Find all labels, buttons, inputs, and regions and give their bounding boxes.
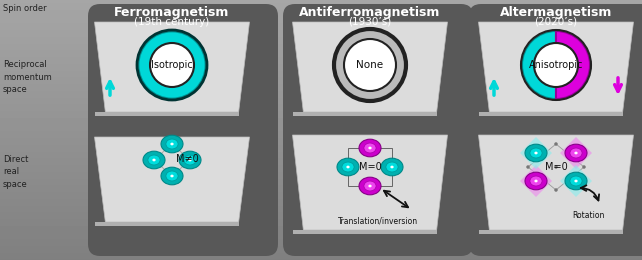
Ellipse shape	[526, 165, 530, 169]
Ellipse shape	[381, 158, 403, 176]
Ellipse shape	[188, 159, 192, 161]
Ellipse shape	[369, 147, 372, 150]
Ellipse shape	[390, 166, 394, 168]
Text: Translation/inversion: Translation/inversion	[338, 217, 418, 226]
Ellipse shape	[369, 185, 372, 187]
Text: M=0: M=0	[544, 162, 568, 172]
Text: (2020’s): (2020’s)	[534, 17, 578, 27]
Polygon shape	[478, 112, 623, 116]
Text: Direct
real
space: Direct real space	[3, 155, 28, 189]
Ellipse shape	[166, 171, 178, 181]
Ellipse shape	[565, 172, 587, 190]
Text: Antiferromagnetism: Antiferromagnetism	[299, 6, 440, 19]
Polygon shape	[94, 137, 250, 222]
FancyBboxPatch shape	[469, 4, 642, 256]
Ellipse shape	[554, 165, 558, 169]
Text: Spin order: Spin order	[3, 4, 47, 13]
Ellipse shape	[554, 142, 558, 146]
Polygon shape	[94, 112, 239, 116]
Ellipse shape	[148, 155, 160, 165]
Polygon shape	[520, 137, 552, 169]
Polygon shape	[560, 137, 592, 169]
Ellipse shape	[359, 139, 381, 157]
Ellipse shape	[346, 166, 350, 168]
Ellipse shape	[170, 143, 173, 145]
Ellipse shape	[575, 152, 578, 154]
Ellipse shape	[161, 167, 183, 185]
Ellipse shape	[582, 165, 586, 169]
Text: Rotation: Rotation	[572, 211, 604, 220]
Ellipse shape	[570, 176, 582, 186]
Text: M≠0: M≠0	[176, 154, 199, 164]
Ellipse shape	[184, 155, 196, 165]
Polygon shape	[293, 135, 447, 230]
Bar	[348, 148, 392, 186]
Ellipse shape	[166, 139, 178, 149]
Polygon shape	[293, 22, 447, 112]
Ellipse shape	[143, 151, 165, 169]
Ellipse shape	[570, 148, 582, 158]
Ellipse shape	[534, 43, 578, 87]
Text: (1930’s): (1930’s)	[349, 17, 392, 27]
Wedge shape	[556, 31, 590, 99]
Ellipse shape	[575, 180, 578, 182]
Ellipse shape	[342, 162, 354, 172]
Ellipse shape	[364, 143, 376, 153]
Text: M=0: M=0	[359, 162, 381, 172]
Text: Ferromagnetism: Ferromagnetism	[114, 6, 230, 19]
Ellipse shape	[565, 144, 587, 162]
Ellipse shape	[364, 181, 376, 191]
Text: (19th century): (19th century)	[134, 17, 210, 27]
Ellipse shape	[152, 159, 155, 161]
Ellipse shape	[161, 135, 183, 153]
Polygon shape	[520, 165, 552, 197]
Ellipse shape	[386, 162, 398, 172]
FancyBboxPatch shape	[88, 4, 278, 256]
Text: Altermagnetism: Altermagnetism	[500, 6, 612, 19]
Text: Isotropic: Isotropic	[151, 60, 193, 70]
Polygon shape	[478, 135, 634, 230]
Ellipse shape	[138, 31, 206, 99]
FancyBboxPatch shape	[283, 4, 473, 256]
Ellipse shape	[170, 175, 173, 177]
Ellipse shape	[534, 152, 537, 154]
Text: None: None	[356, 60, 383, 70]
Polygon shape	[560, 165, 592, 197]
Text: Anisotropic: Anisotropic	[529, 60, 583, 70]
Polygon shape	[293, 112, 437, 116]
Text: Reciprocal
momentum
space: Reciprocal momentum space	[3, 60, 52, 94]
Ellipse shape	[525, 172, 547, 190]
Polygon shape	[94, 22, 250, 112]
Ellipse shape	[179, 151, 201, 169]
Ellipse shape	[337, 158, 359, 176]
Wedge shape	[522, 31, 556, 99]
Ellipse shape	[150, 43, 194, 87]
Ellipse shape	[530, 148, 542, 158]
Polygon shape	[94, 222, 239, 226]
Polygon shape	[478, 22, 634, 112]
Ellipse shape	[334, 29, 406, 101]
Ellipse shape	[525, 144, 547, 162]
Ellipse shape	[554, 188, 558, 192]
Ellipse shape	[359, 177, 381, 195]
Ellipse shape	[530, 176, 542, 186]
Ellipse shape	[534, 180, 537, 182]
Ellipse shape	[344, 39, 396, 91]
Polygon shape	[293, 230, 437, 234]
Polygon shape	[478, 230, 623, 234]
